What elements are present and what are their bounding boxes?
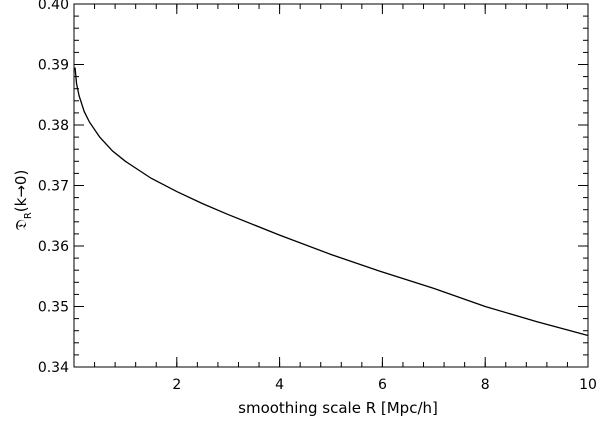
x-tick-labels: 2 4 6 8 10 xyxy=(172,377,597,393)
x-axis-label: smoothing scale R [Mpc/h] xyxy=(238,399,438,417)
x-tick-label: 2 xyxy=(172,377,181,393)
x-tick-label: 4 xyxy=(275,377,284,393)
y-axis-symbol: 𝔇 xyxy=(12,219,30,230)
y-axis-subscript: R xyxy=(23,212,34,219)
y-tick-label: 0.37 xyxy=(38,179,69,195)
y-tick-label: 0.34 xyxy=(38,360,69,376)
minor-ticks xyxy=(74,4,588,367)
plot-frame xyxy=(73,3,589,368)
y-tick-label: 0.38 xyxy=(38,118,69,134)
x-tick-label: 10 xyxy=(579,377,597,393)
y-tick-label: 0.36 xyxy=(38,239,69,255)
major-ticks xyxy=(74,3,589,368)
series-line xyxy=(74,67,589,337)
y-tick-label: 0.35 xyxy=(38,300,69,316)
y-axis-argument: (k→0) xyxy=(12,170,30,213)
x-tick-label: 6 xyxy=(378,377,387,393)
y-axis-label: 𝔇R(k→0) xyxy=(12,170,34,231)
y-tick-labels: 0.34 0.35 0.36 0.37 0.38 0.39 0.40 xyxy=(38,0,69,376)
y-tick-label: 0.40 xyxy=(38,0,69,13)
x-tick-label: 8 xyxy=(481,377,490,393)
y-tick-label: 0.39 xyxy=(38,58,69,74)
